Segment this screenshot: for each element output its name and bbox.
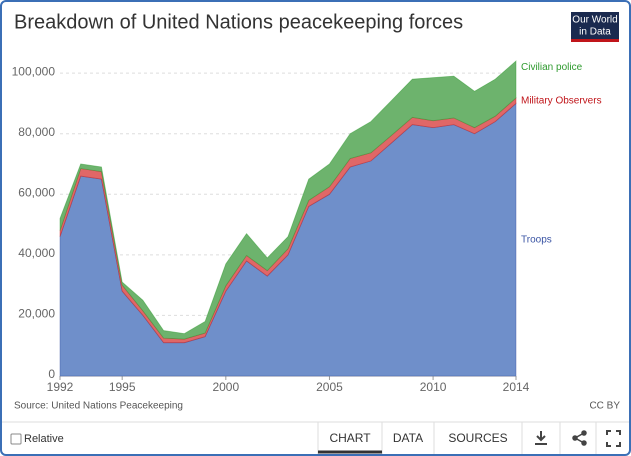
y-tick-label: 20,000 bbox=[18, 307, 55, 321]
tab-chart[interactable]: CHART bbox=[329, 431, 371, 445]
logo-bar bbox=[571, 39, 619, 42]
x-tick-label: 2000 bbox=[212, 380, 239, 394]
y-tick-label: 100,000 bbox=[12, 64, 56, 78]
download-icon[interactable] bbox=[535, 431, 547, 445]
x-tick-label: 2010 bbox=[420, 380, 447, 394]
y-tick-label: 40,000 bbox=[18, 246, 55, 260]
relative-label[interactable]: Relative bbox=[24, 433, 64, 445]
tab-sources[interactable]: SOURCES bbox=[448, 431, 507, 445]
chart-title: Breakdown of United Nations peacekeeping… bbox=[14, 11, 463, 33]
share-icon[interactable] bbox=[572, 430, 587, 446]
fullscreen-glyph bbox=[606, 430, 621, 447]
legend-label: Troops bbox=[521, 234, 552, 245]
x-tick-label: 2005 bbox=[316, 380, 343, 394]
logo-box bbox=[571, 12, 619, 42]
fullscreen-icon[interactable] bbox=[606, 430, 621, 447]
y-tick-label: 0 bbox=[48, 367, 55, 381]
source: Source: United Nations Peacekeeping bbox=[14, 401, 183, 412]
share-glyph bbox=[573, 432, 585, 444]
x-tick-label: 1995 bbox=[109, 380, 136, 394]
tab-data[interactable]: DATA bbox=[393, 431, 423, 445]
legend-label: Military Observers bbox=[521, 95, 602, 106]
legend-label: Civilian police bbox=[521, 62, 583, 73]
logo-text: Our World bbox=[572, 15, 617, 26]
relative-checkbox[interactable] bbox=[10, 433, 22, 445]
license: CC BY bbox=[589, 401, 620, 412]
y-tick-label: 80,000 bbox=[18, 125, 55, 139]
logo-text: in Data bbox=[579, 27, 611, 38]
y-tick-label: 60,000 bbox=[18, 185, 55, 199]
area bbox=[59, 60, 517, 340]
download-glyph bbox=[535, 431, 547, 445]
x-tick-label: 1992 bbox=[47, 380, 74, 394]
x-tick-label: 2014 bbox=[503, 380, 530, 394]
